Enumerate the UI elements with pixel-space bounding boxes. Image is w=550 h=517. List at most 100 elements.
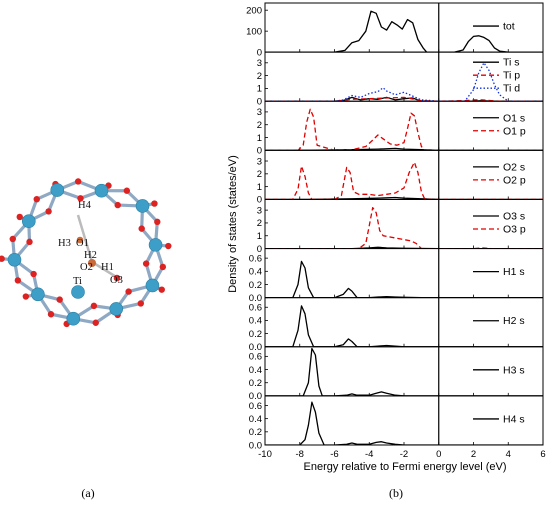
oxygen-atom: [0, 255, 5, 262]
legend-label: H2 s: [503, 315, 525, 327]
legend-label: O3 p: [503, 224, 526, 236]
legend-label: O1 s: [503, 112, 525, 124]
series-line: [265, 108, 543, 151]
y-tick-label: 3: [257, 107, 262, 118]
atom-label: Ti: [73, 276, 82, 287]
y-tick-label: 0: [257, 244, 262, 255]
oxygen-atom: [33, 195, 40, 203]
titanium-atom: [109, 302, 124, 316]
legend-label: H3 s: [503, 364, 525, 376]
series-line: [265, 401, 543, 445]
y-tick-label: 0.4: [249, 365, 262, 376]
titanium-atom: [66, 311, 81, 326]
oxygen-atom: [90, 302, 98, 310]
y-tick-label: 3: [257, 156, 262, 167]
y-tick-label: 0: [257, 195, 262, 206]
atom-label: H3: [58, 238, 71, 249]
panel-frame: [264, 2, 544, 53]
panel-frame: [264, 51, 544, 102]
series-line: [265, 305, 543, 347]
oxygen-atom: [151, 200, 158, 207]
dos-panel: 0 1 2 3 O3 sO3 p: [257, 198, 544, 255]
atom-label: H1: [101, 262, 114, 273]
x-tick-label: -6: [330, 449, 338, 460]
y-tick-label: 0.2: [249, 427, 262, 438]
oxygen-atom: [125, 288, 132, 295]
y-tick-label: 2: [257, 71, 262, 82]
y-tick-label: 2: [257, 120, 262, 131]
y-tick-label: 0: [257, 97, 262, 108]
titanium-atom: [31, 287, 45, 302]
panel-frame: [264, 149, 544, 200]
oxygen-atom: [77, 195, 84, 202]
dos-panel: 0 1 2 3 O1 sO1 p: [257, 100, 544, 157]
panel-frame: [264, 248, 544, 299]
y-tick-label: 0.2: [249, 378, 262, 389]
titanium-atom: [21, 214, 36, 229]
y-tick-label: 1: [257, 84, 262, 95]
oxygen-atom: [22, 293, 30, 300]
y-tick-label: 0.2: [249, 280, 262, 291]
legend-label: Ti p: [503, 70, 520, 82]
oxygen-atom: [92, 319, 99, 326]
y-tick-label: 0: [257, 47, 262, 58]
x-tick-label: -10: [258, 449, 272, 460]
oxygen-atom: [56, 296, 63, 303]
legend-label: tot: [503, 21, 515, 33]
y-tick-label: 0.6: [249, 253, 262, 264]
x-tick-label: 4: [506, 449, 511, 460]
oxygen-atom: [9, 235, 16, 243]
y-tick-label: 0: [257, 146, 262, 157]
legend-label: O2 s: [503, 161, 525, 173]
oxygen-atom: [47, 311, 55, 318]
oxygen-atom: [30, 270, 37, 278]
titanium-atom: [94, 183, 109, 198]
y-tick-label: 2: [257, 218, 262, 229]
titanium-atom: [145, 278, 160, 293]
x-tick-label: -8: [296, 449, 304, 460]
titanium-atom: [148, 238, 163, 252]
y-tick-label: 0.0: [249, 440, 262, 451]
x-tick-label: -4: [365, 449, 373, 460]
oxygen-atom: [123, 187, 131, 194]
y-tick-label: 0.4: [249, 267, 262, 278]
oxygen-atom: [159, 263, 167, 271]
x-tick-label: 0: [436, 449, 441, 460]
y-tick-label: 0.6: [249, 401, 262, 412]
dos-panel: 0.0 0.2 0.4 0.6 H1 s: [249, 248, 544, 304]
dos-panel: 0 1 2 3 Ti sTi pTi d: [257, 51, 544, 108]
oxygen-atom: [88, 259, 96, 267]
atom-label: O3: [110, 275, 123, 286]
panel-frame: [264, 198, 544, 250]
titanium-atom: [71, 285, 85, 299]
y-tick-label: 1: [257, 182, 262, 193]
x-tick-label: 2: [471, 449, 476, 460]
bond-line: [76, 214, 94, 263]
y-tick-label: 2: [257, 169, 262, 180]
y-tick-label: 0.4: [249, 316, 262, 327]
legend-label: O1 p: [503, 125, 526, 137]
y-tick-label: 200: [246, 5, 262, 16]
x-axis-label: Energy relative to Fermi energy level (e…: [304, 461, 507, 473]
oxygen-atom: [158, 286, 165, 293]
legend-label: O3 s: [503, 211, 525, 223]
legend-label: Ti d: [503, 83, 520, 95]
y-tick-label: 0.0: [249, 391, 262, 402]
y-axis-label: Density of states (states/eV): [227, 155, 239, 293]
series-line: [265, 260, 543, 298]
series-line: [265, 10, 543, 53]
caption-b: (b): [389, 486, 403, 500]
series-line: [265, 206, 543, 249]
legend-label: H4 s: [503, 413, 525, 425]
oxygen-atom: [113, 274, 121, 282]
y-tick-label: 0.2: [249, 329, 262, 340]
dos-panel: 0 1 2 3 O2 sO2 p: [257, 149, 544, 206]
oxygen-atom: [26, 238, 33, 246]
dos-panel: 0.0 0.2 0.4 0.6 H2 s: [249, 297, 544, 353]
y-tick-label: 1: [257, 231, 262, 242]
oxygen-atom: [45, 208, 52, 215]
oxygen-atom: [165, 242, 172, 250]
legend-label: O2 p: [503, 174, 526, 186]
series-line: [265, 347, 543, 396]
dos-panel: 0 100 200 tot: [246, 2, 544, 58]
